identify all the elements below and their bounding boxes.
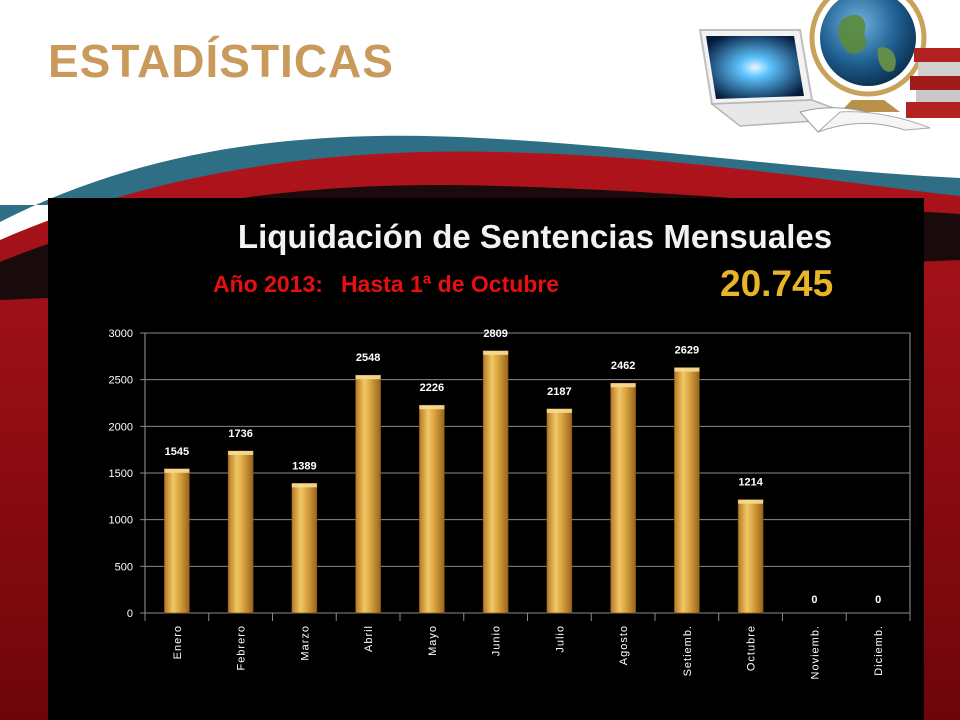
bar-cap [164, 468, 190, 473]
page-title: ESTADÍSTICAS [48, 35, 394, 87]
y-tick-label: 0 [127, 608, 133, 620]
subtitle-year: Año 2013: [213, 271, 323, 297]
bar-cap [483, 350, 509, 355]
bar [355, 374, 381, 614]
plot-area: 0 500 1000 1500 2000 2500 3000 1545 Enero 1736 Feb… [109, 328, 911, 679]
x-tick-label: Agosto [618, 625, 630, 665]
globe-icon [809, 0, 927, 112]
bar-cap [738, 499, 764, 504]
bar-cap [228, 450, 254, 455]
bar [482, 350, 509, 614]
bar [164, 468, 190, 614]
x-tick-label: Noviemb. [809, 625, 821, 679]
data-label: 1736 [228, 428, 252, 440]
bar-cap [610, 383, 636, 388]
subtitle-range: Hasta 1ª de Octubre [340, 271, 560, 297]
y-tick-label: 2500 [109, 375, 133, 387]
data-label: 1545 [165, 446, 189, 458]
x-tick-label: Abril [363, 625, 375, 652]
data-label: 2462 [611, 360, 635, 372]
data-label: 2809 [483, 328, 507, 340]
data-label: 0 [811, 594, 817, 606]
data-label: 2548 [356, 352, 380, 364]
y-tick-label: 500 [115, 561, 133, 573]
x-tick-label: Junio [491, 625, 503, 656]
books-icon [799, 48, 960, 133]
x-tick-label: Febrero [236, 625, 248, 671]
data-label: 2187 [547, 386, 571, 398]
bar-cap [546, 408, 572, 413]
y-tick-label: 1500 [109, 468, 133, 480]
bar-cap [355, 375, 381, 380]
chart-title: Liquidación de Sentencias Mensuales [237, 218, 833, 255]
x-tick-label: Marzo [299, 625, 311, 661]
chart-subtitle: Año 2013: Hasta 1ª de Octubre [213, 271, 559, 298]
bar [737, 499, 764, 614]
total-value: 20.745 [720, 263, 834, 304]
y-tick-label: 2000 [109, 421, 133, 433]
x-tick-label: Enero [172, 625, 184, 659]
bar [419, 404, 445, 614]
y-tick-label: 3000 [109, 328, 133, 340]
x-tick-label: Setiemb. [682, 625, 694, 676]
bar [227, 450, 254, 614]
bar [610, 382, 636, 614]
data-label: 0 [875, 594, 881, 606]
bar [674, 367, 700, 614]
data-label: 1389 [292, 460, 316, 472]
data-label: 1214 [738, 477, 763, 489]
bar-cap [419, 405, 445, 410]
bar [291, 483, 318, 614]
data-label: 2226 [420, 382, 444, 394]
x-tick-label: Julio [554, 625, 566, 653]
x-tick-label: Octubre [746, 625, 758, 671]
bar [546, 408, 573, 614]
bar-cap [291, 483, 317, 488]
x-tick-label: Mayo [427, 625, 439, 656]
x-tick-label: Diciemb. [873, 625, 885, 676]
data-label: 2629 [675, 345, 699, 357]
y-tick-label: 1000 [109, 515, 133, 527]
bar-cap [674, 367, 700, 372]
